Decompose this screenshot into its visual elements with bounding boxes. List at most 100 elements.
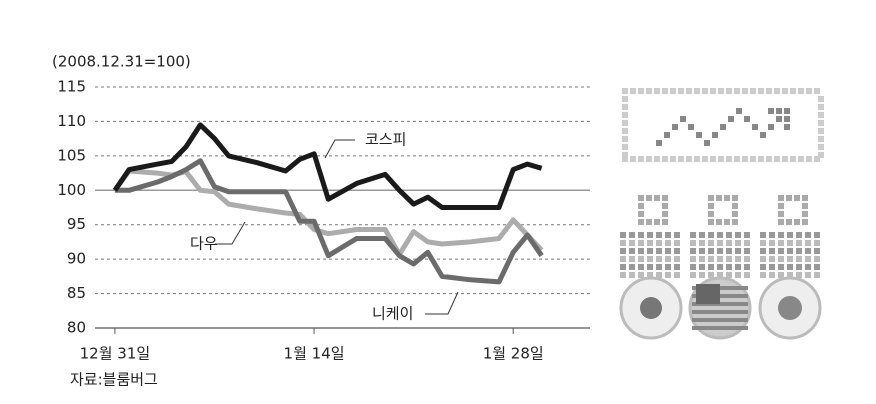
pixel (760, 272, 766, 278)
pixel (814, 272, 820, 278)
pixel (787, 248, 793, 254)
pixel (708, 211, 714, 217)
pixel (768, 124, 774, 130)
pixel (696, 132, 702, 138)
pixel (742, 156, 748, 162)
pixel (760, 240, 766, 246)
y-tick-label: 85 (67, 284, 86, 302)
pixel (646, 156, 652, 162)
pixel (735, 232, 741, 238)
pixel (708, 232, 714, 238)
pixel (726, 272, 732, 278)
flag-stripe (692, 318, 748, 322)
pixel (732, 203, 738, 209)
pixel (805, 248, 811, 254)
pixel (646, 219, 652, 225)
series-line (114, 158, 544, 285)
pixel (778, 240, 784, 246)
pixel (686, 88, 692, 94)
pixel (774, 88, 780, 94)
pixel (622, 136, 628, 142)
pixel (638, 264, 644, 270)
pixel (732, 219, 738, 225)
pixel (744, 248, 750, 254)
pixel (806, 156, 812, 162)
pixel (786, 195, 792, 201)
pixel (744, 116, 750, 122)
pixel (724, 195, 730, 201)
pixel (769, 264, 775, 270)
pixel (726, 240, 732, 246)
pixel (620, 240, 626, 246)
pixel (814, 264, 820, 270)
series-line (112, 168, 544, 257)
pixel (769, 240, 775, 246)
pixel (674, 256, 680, 262)
pixel (796, 272, 802, 278)
pixel (665, 272, 671, 278)
pixel (794, 219, 800, 225)
pixel (656, 256, 662, 262)
pixel (622, 88, 628, 94)
pixel (699, 264, 705, 270)
pixel (629, 240, 635, 246)
pixel (717, 272, 723, 278)
pixel (717, 248, 723, 254)
flag-mark (640, 297, 662, 319)
pixel (732, 195, 738, 201)
pixel (662, 195, 668, 201)
pixel (796, 256, 802, 262)
pixel (638, 211, 644, 217)
pixel (620, 264, 626, 270)
pixel (778, 203, 784, 209)
pixel (735, 272, 741, 278)
pixel (670, 156, 676, 162)
pixel (814, 232, 820, 238)
pixel (708, 240, 714, 246)
pixel (787, 256, 793, 262)
pixel (662, 156, 668, 162)
pixel (638, 88, 644, 94)
pixel (778, 211, 784, 217)
y-tick-label: 95 (67, 215, 86, 233)
pixel (716, 219, 722, 225)
pixel (778, 219, 784, 225)
pixel (735, 248, 741, 254)
pixel (694, 88, 700, 94)
callout (215, 221, 246, 245)
pixel (787, 232, 793, 238)
pixel (778, 272, 784, 278)
pixel (638, 232, 644, 238)
pixel (718, 88, 724, 94)
pixel (629, 256, 635, 262)
pixel (647, 256, 653, 262)
pixel (630, 88, 636, 94)
pixel (656, 264, 662, 270)
pixel (806, 88, 812, 94)
pixel (717, 256, 723, 262)
pixel (717, 264, 723, 270)
pixel (758, 156, 764, 162)
pixel (726, 232, 732, 238)
x-tick-label: 12월 31일 (80, 345, 151, 363)
pixel (724, 219, 730, 225)
pixel (708, 264, 714, 270)
pixel (778, 256, 784, 262)
pixel (768, 108, 774, 114)
flag-stripe (692, 310, 748, 314)
pixel (794, 195, 800, 201)
pixel (638, 248, 644, 254)
x-tick-label: 1월 14일 (284, 345, 345, 363)
flag-mark (778, 296, 802, 320)
pixel (758, 88, 764, 94)
pixel (802, 203, 808, 209)
pixel (680, 116, 686, 122)
pixel (790, 88, 796, 94)
y-tick-label: 110 (57, 112, 86, 130)
pixel (672, 124, 678, 130)
pixel (818, 144, 824, 150)
pixel (708, 256, 714, 262)
pixel (769, 256, 775, 262)
pixel (774, 156, 780, 162)
